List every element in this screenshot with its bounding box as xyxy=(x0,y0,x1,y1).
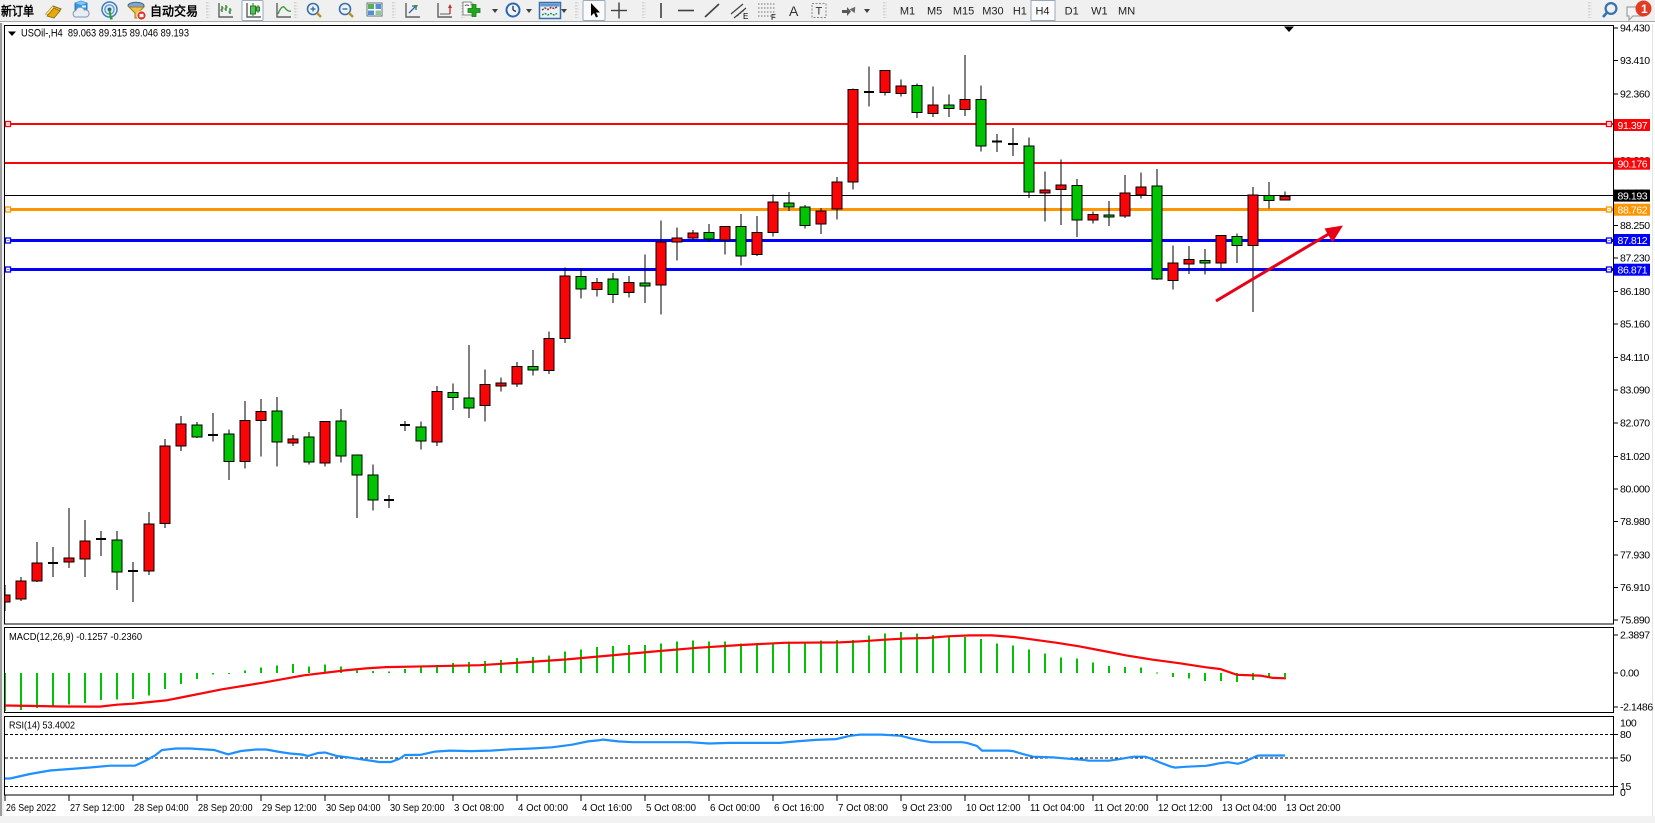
svg-text:75.890: 75.890 xyxy=(1620,615,1650,627)
svg-text:90.176: 90.176 xyxy=(1618,159,1648,171)
svg-text:27 Sep 12:00: 27 Sep 12:00 xyxy=(70,802,125,814)
svg-text:15: 15 xyxy=(1620,781,1631,793)
svg-text:94.430: 94.430 xyxy=(1620,23,1650,35)
svg-text:93.410: 93.410 xyxy=(1620,55,1650,67)
svg-text:6 Oct 16:00: 6 Oct 16:00 xyxy=(774,802,824,814)
svg-text:9 Oct 23:00: 9 Oct 23:00 xyxy=(902,802,952,814)
svg-text:85.160: 85.160 xyxy=(1620,319,1650,331)
svg-text:7 Oct 08:00: 7 Oct 08:00 xyxy=(838,802,888,814)
svg-text:89.193: 89.193 xyxy=(1618,191,1648,203)
svg-text:88.762: 88.762 xyxy=(1618,205,1648,217)
svg-text:-2.1486: -2.1486 xyxy=(1620,702,1653,714)
svg-text:D1: D1 xyxy=(1065,6,1079,18)
svg-text:84.110: 84.110 xyxy=(1620,352,1649,364)
svg-text:0: 0 xyxy=(1620,787,1626,799)
svg-text:4 Oct 00:00: 4 Oct 00:00 xyxy=(518,802,568,814)
svg-text:11 Oct 04:00: 11 Oct 04:00 xyxy=(1030,802,1085,814)
svg-text:10 Oct 12:00: 10 Oct 12:00 xyxy=(966,802,1021,814)
svg-text:50: 50 xyxy=(1620,753,1631,765)
svg-text:USOil-,H4 89.063 89.315 89.04: USOil-,H4 89.063 89.315 89.046 89.193 xyxy=(21,28,189,40)
svg-text:H4: H4 xyxy=(1035,6,1049,18)
svg-text:2.3897: 2.3897 xyxy=(1620,630,1650,642)
svg-text:30 Sep 04:00: 30 Sep 04:00 xyxy=(326,802,381,814)
svg-text:F: F xyxy=(771,13,776,22)
svg-text:3 Oct 08:00: 3 Oct 08:00 xyxy=(454,802,504,814)
svg-text:87.230: 87.230 xyxy=(1620,252,1650,264)
svg-text:6 Oct 00:00: 6 Oct 00:00 xyxy=(710,802,760,814)
svg-text:RSI(14) 53.4002: RSI(14) 53.4002 xyxy=(9,720,75,732)
svg-text:13 Oct 20:00: 13 Oct 20:00 xyxy=(1286,802,1341,814)
svg-text:86.180: 86.180 xyxy=(1620,286,1650,298)
svg-text:M30: M30 xyxy=(982,6,1003,18)
svg-text:M1: M1 xyxy=(900,6,915,18)
svg-text:0.00: 0.00 xyxy=(1620,668,1639,680)
svg-text:83.090: 83.090 xyxy=(1620,385,1650,397)
svg-text:91.397: 91.397 xyxy=(1618,120,1648,132)
svg-text:12 Oct 12:00: 12 Oct 12:00 xyxy=(1158,802,1213,814)
svg-text:81.020: 81.020 xyxy=(1620,451,1650,463)
svg-text:86.871: 86.871 xyxy=(1618,265,1648,277)
svg-text:88.250: 88.250 xyxy=(1620,220,1650,232)
svg-text:11 Oct 20:00: 11 Oct 20:00 xyxy=(1094,802,1149,814)
svg-text:MN: MN xyxy=(1118,6,1135,18)
svg-text:MACD(12,26,9) -0.1257 -0.2360: MACD(12,26,9) -0.1257 -0.2360 xyxy=(9,631,142,643)
svg-text:5 Oct 08:00: 5 Oct 08:00 xyxy=(646,802,696,814)
svg-text:4 Oct 16:00: 4 Oct 16:00 xyxy=(582,802,632,814)
svg-text:82.070: 82.070 xyxy=(1620,417,1650,429)
svg-text:13 Oct 04:00: 13 Oct 04:00 xyxy=(1222,802,1277,814)
svg-text:92.360: 92.360 xyxy=(1620,89,1650,101)
svg-text:M15: M15 xyxy=(953,6,974,18)
svg-text:新订单: 新订单 xyxy=(1,4,34,19)
svg-text:T: T xyxy=(816,6,823,18)
svg-text:87.812: 87.812 xyxy=(1618,235,1648,247)
svg-text:76.910: 76.910 xyxy=(1620,582,1650,594)
svg-text:30 Sep 20:00: 30 Sep 20:00 xyxy=(390,802,445,814)
svg-text:77.930: 77.930 xyxy=(1620,549,1650,561)
svg-text:28 Sep 04:00: 28 Sep 04:00 xyxy=(134,802,189,814)
svg-text:28 Sep 20:00: 28 Sep 20:00 xyxy=(198,802,253,814)
svg-text:26 Sep 2022: 26 Sep 2022 xyxy=(6,802,56,814)
svg-text:M5: M5 xyxy=(927,6,942,18)
svg-text:1: 1 xyxy=(1641,2,1648,16)
svg-text:自动交易: 自动交易 xyxy=(150,4,198,19)
svg-text:78.980: 78.980 xyxy=(1620,516,1650,528)
svg-text:80: 80 xyxy=(1620,729,1631,741)
svg-text:E: E xyxy=(743,12,748,21)
svg-text:100: 100 xyxy=(1620,718,1637,730)
svg-text:H1: H1 xyxy=(1013,6,1027,18)
svg-text:W1: W1 xyxy=(1091,6,1108,18)
svg-text:A: A xyxy=(789,3,799,19)
svg-text:29 Sep 12:00: 29 Sep 12:00 xyxy=(262,802,317,814)
svg-text:80.000: 80.000 xyxy=(1620,483,1650,495)
